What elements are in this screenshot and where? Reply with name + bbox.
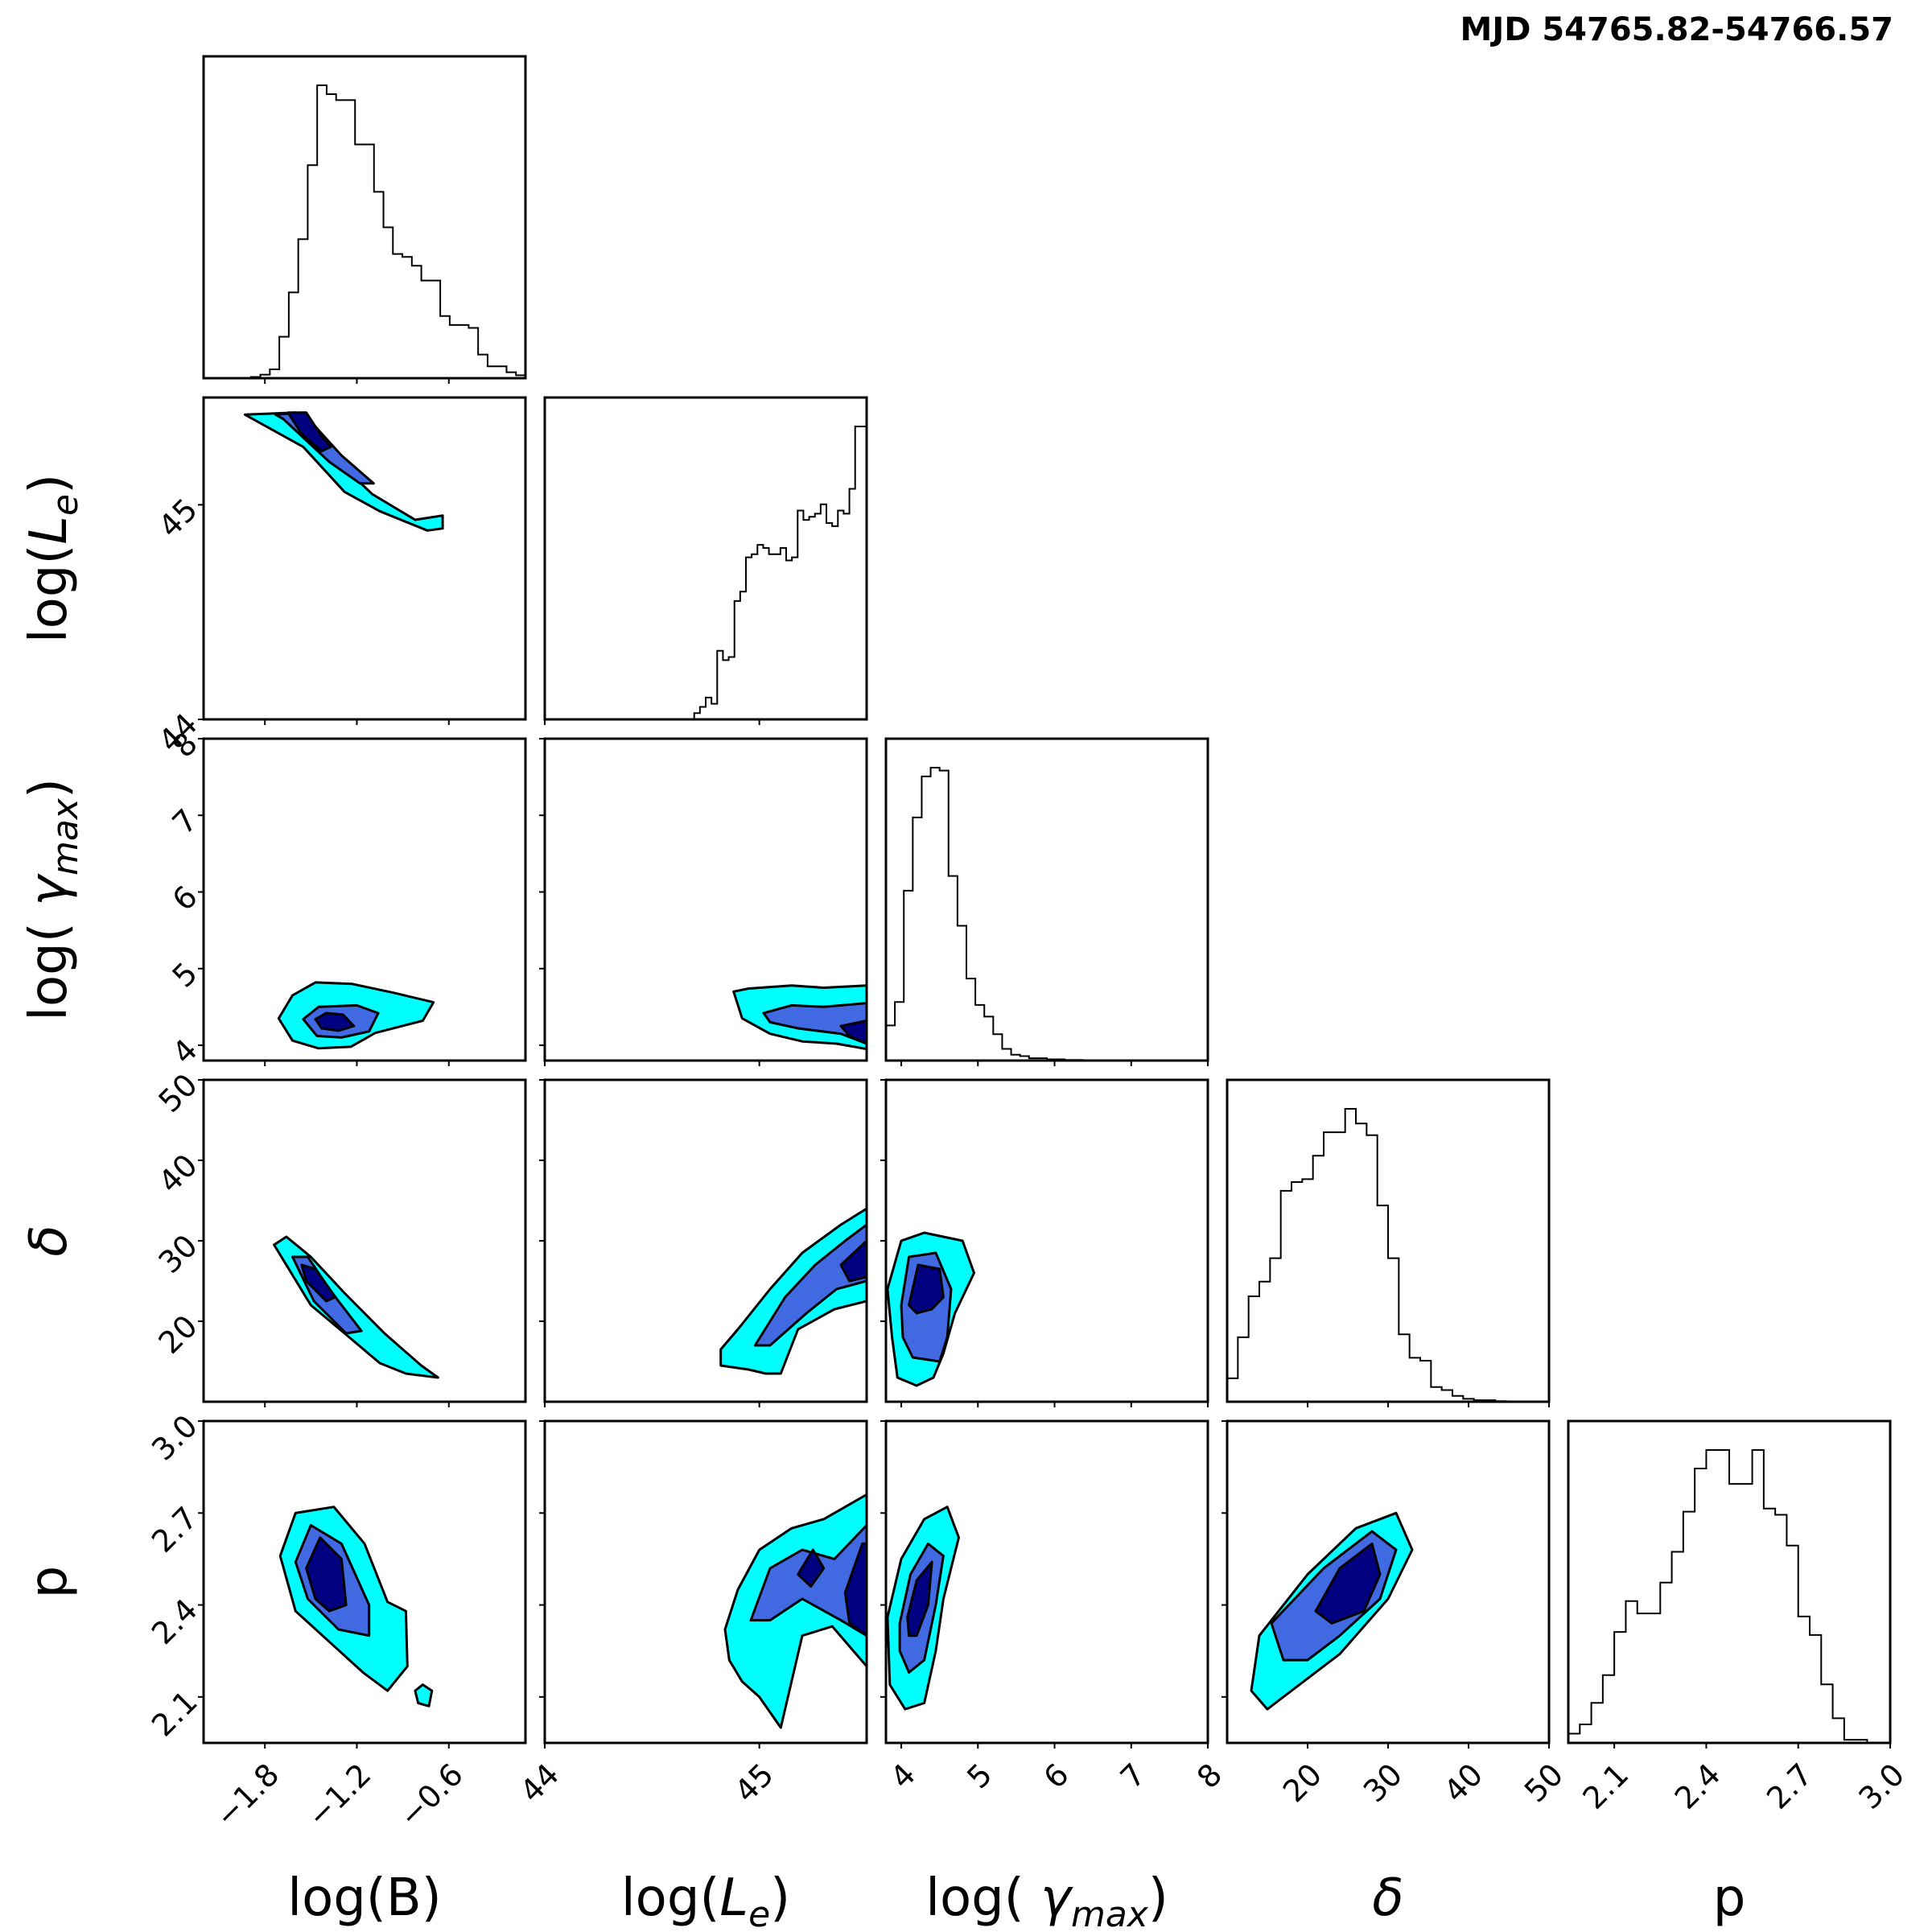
chart-title: MJD 54765.82-54766.57	[1460, 11, 1893, 48]
panel-Le-gmax	[539, 737, 868, 1066]
contour-B-Le-2	[286, 411, 332, 453]
x-tick-label-gmax: 7	[1114, 1757, 1152, 1795]
contour-Le-gmax-2	[839, 1020, 867, 1045]
x-tick-label-delta: 40	[1437, 1757, 1489, 1809]
x-tick-label-gmax: 5	[960, 1757, 999, 1795]
contour-delta-p-2	[1314, 1542, 1382, 1625]
panel-frame	[543, 396, 868, 721]
x-tick-label-B: −1.8	[208, 1757, 286, 1834]
panel-frame	[202, 1078, 527, 1403]
y-axis-label-p: p	[19, 1566, 79, 1599]
x-tick-label-Le: 45	[728, 1757, 781, 1809]
panel-frame	[202, 1419, 527, 1745]
panel-frame	[202, 737, 527, 1062]
x-tick-label-delta: 50	[1518, 1757, 1570, 1809]
panel-frame	[1567, 1419, 1892, 1745]
x-tick-label-delta: 20	[1276, 1757, 1329, 1809]
panel-frame	[884, 1419, 1209, 1745]
contour-Le-p-3	[843, 1542, 867, 1637]
y-tick-label-delta: 20	[152, 1308, 204, 1361]
y-axis-label-delta: δ	[19, 1225, 79, 1256]
x-axis-label-B: log(B)	[287, 1868, 441, 1928]
x-axis-label-p: p	[1713, 1868, 1746, 1928]
x-tick-label-p: 3.0	[1852, 1757, 1911, 1816]
contour-gmax-delta-2	[908, 1263, 945, 1315]
x-tick-label-p: 2.7	[1760, 1757, 1819, 1816]
x-tick-label-gmax: 4	[884, 1757, 922, 1795]
panel-Le-p	[539, 1419, 868, 1749]
histogram-p	[1568, 1449, 1890, 1743]
panel-frame	[543, 1419, 868, 1745]
y-tick-label-gmax: 6	[166, 879, 204, 917]
panel-Le-Le	[543, 396, 868, 725]
panel-B-B	[202, 55, 527, 384]
x-axis-label-Le: log(Le)	[621, 1868, 790, 1932]
x-tick-label-gmax: 8	[1190, 1757, 1229, 1795]
contour-Le-p-0	[723, 1493, 867, 1729]
y-tick-label-p: 3.0	[145, 1408, 204, 1468]
histogram-B	[204, 84, 525, 378]
panel-B-gmax	[198, 737, 527, 1066]
panel-frame	[202, 396, 527, 721]
histogram-delta	[1227, 1108, 1549, 1402]
y-tick-label-gmax: 4	[166, 1032, 204, 1071]
panel-B-delta	[198, 1078, 527, 1407]
y-tick-label-p: 2.1	[145, 1684, 204, 1744]
panel-gmax-delta	[880, 1078, 1209, 1407]
y-tick-label-Le: 45	[152, 492, 204, 544]
panel-p-p	[1567, 1419, 1892, 1749]
x-tick-label-p: 2.1	[1576, 1757, 1635, 1816]
x-tick-label-Le: 44	[513, 1757, 566, 1809]
histogram-gmax	[886, 767, 1208, 1061]
y-axis-label-Le: log(Le)	[19, 474, 86, 643]
histogram-Le	[545, 426, 867, 719]
panel-frame	[543, 737, 868, 1062]
y-axis-label-gmax: log( γmax)	[19, 778, 86, 1021]
contour-gmax-p-2	[906, 1560, 933, 1637]
contour-Le-delta-2	[839, 1239, 867, 1283]
x-axis-label-delta: δ	[1372, 1868, 1403, 1928]
y-tick-label-p: 2.7	[145, 1500, 204, 1559]
contour-Le-gmax-1	[762, 1002, 867, 1045]
x-axis-label-gmax: log( γmax)	[925, 1868, 1168, 1932]
y-tick-label-gmax: 5	[166, 955, 204, 994]
panel-gmax-gmax	[884, 737, 1209, 1066]
panel-Le-delta	[539, 1078, 868, 1407]
panel-B-p	[198, 1419, 527, 1749]
x-tick-label-B: −1.2	[300, 1757, 377, 1834]
x-tick-label-gmax: 6	[1036, 1757, 1075, 1795]
panel-delta-delta	[1226, 1078, 1551, 1407]
y-tick-label-p: 2.4	[145, 1592, 204, 1651]
y-tick-label-delta: 50	[152, 1067, 204, 1119]
panel-frame	[202, 55, 527, 380]
contour-Le-delta-1	[753, 1223, 867, 1347]
panel-delta-p	[1221, 1419, 1551, 1749]
panel-B-Le	[198, 396, 527, 725]
contour-B-p-3	[414, 1683, 434, 1707]
y-tick-label-gmax: 7	[166, 802, 204, 841]
x-tick-label-B: −0.6	[393, 1757, 470, 1834]
panel-frame	[884, 737, 1209, 1062]
contour-B-gmax-2	[314, 1011, 356, 1032]
contour-B-p-2	[305, 1536, 348, 1613]
x-tick-label-delta: 30	[1357, 1757, 1409, 1809]
panel-gmax-p	[880, 1419, 1209, 1749]
contour-Le-p-2	[797, 1548, 826, 1588]
contour-B-delta-2	[300, 1263, 337, 1303]
y-tick-label-delta: 40	[152, 1147, 204, 1200]
x-tick-label-p: 2.4	[1668, 1757, 1728, 1816]
y-tick-label-delta: 30	[152, 1228, 204, 1280]
